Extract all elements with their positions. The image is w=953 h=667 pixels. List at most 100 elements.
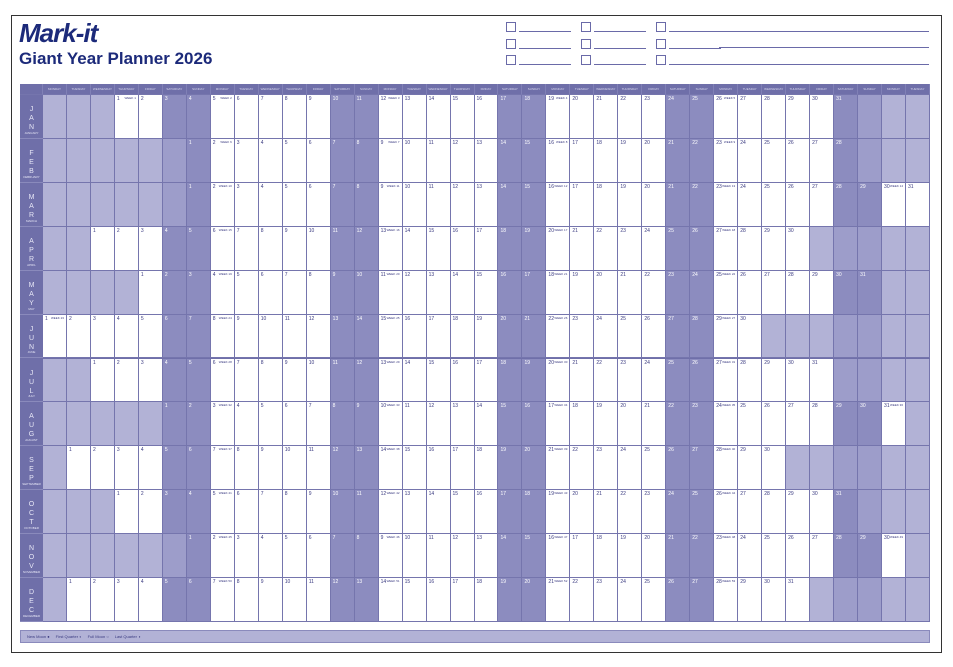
day-cell[interactable]: 25	[666, 226, 691, 271]
day-cell[interactable]: 16	[474, 95, 499, 139]
day-cell[interactable]: 18	[498, 226, 523, 271]
day-cell[interactable]: 22	[570, 446, 595, 491]
day-cell[interactable]: 10	[258, 314, 283, 359]
day-cell[interactable]: 21	[522, 314, 547, 359]
day-cell[interactable]: 1	[186, 182, 211, 227]
day-cell[interactable]: 3	[162, 95, 187, 139]
day-cell[interactable]: 6 WEEK 28	[210, 358, 235, 403]
day-cell[interactable]: 1	[90, 358, 115, 403]
day-cell[interactable]: 19	[522, 358, 547, 403]
day-cell[interactable]: 27	[762, 270, 787, 315]
day-cell[interactable]: 29	[762, 358, 787, 403]
day-cell[interactable]: 12	[306, 314, 331, 359]
day-cell[interactable]: 15	[522, 534, 547, 579]
day-cell[interactable]: 30	[786, 226, 811, 271]
checkbox[interactable]	[506, 39, 516, 49]
day-cell[interactable]: 25	[762, 138, 787, 183]
day-cell[interactable]: 7	[330, 138, 355, 183]
day-cell[interactable]: 27	[666, 314, 691, 359]
day-cell[interactable]: 2 WEEK 45	[210, 534, 235, 579]
day-cell[interactable]: 12	[354, 358, 379, 403]
day-cell[interactable]: 9	[306, 490, 331, 535]
day-cell[interactable]: 26	[738, 270, 763, 315]
day-cell[interactable]: 28	[762, 95, 787, 139]
day-cell[interactable]: 9 WEEK 11	[378, 182, 403, 227]
day-cell[interactable]: 14	[426, 95, 451, 139]
day-cell[interactable]: 23	[642, 95, 667, 139]
day-cell[interactable]: 1	[90, 226, 115, 271]
day-cell[interactable]: 7	[306, 402, 331, 447]
day-cell[interactable]: 10	[330, 490, 355, 535]
day-cell[interactable]: 2	[138, 95, 163, 139]
day-cell[interactable]: 1	[114, 490, 139, 535]
day-cell[interactable]: 23 WEEK 48	[714, 534, 739, 579]
day-cell[interactable]: 20	[594, 270, 619, 315]
day-cell[interactable]: 22 WEEK 26	[546, 314, 571, 359]
day-cell[interactable]: 8	[234, 578, 259, 622]
day-cell[interactable]: 2	[138, 490, 163, 535]
day-cell[interactable]: 24	[690, 270, 715, 315]
day-cell[interactable]: 10	[282, 578, 307, 622]
day-cell[interactable]: 9 WEEK 46	[378, 534, 403, 579]
day-cell[interactable]: 8	[354, 182, 379, 227]
day-cell[interactable]: 11	[354, 95, 379, 139]
day-cell[interactable]: 27	[810, 534, 835, 579]
day-cell[interactable]: 7	[234, 226, 259, 271]
day-cell[interactable]: 26 WEEK 44	[714, 490, 739, 535]
day-cell[interactable]: 18 WEEK 21	[546, 270, 571, 315]
day-cell[interactable]: 26	[786, 138, 811, 183]
checkbox[interactable]	[656, 22, 666, 32]
day-cell[interactable]: 23	[642, 490, 667, 535]
day-cell[interactable]: 24	[594, 314, 619, 359]
day-cell[interactable]: 28	[762, 490, 787, 535]
day-cell[interactable]: 4	[258, 138, 283, 183]
day-cell[interactable]: 12	[450, 534, 475, 579]
day-cell[interactable]: 1	[138, 270, 163, 315]
note-checkbox-row[interactable]	[506, 55, 721, 65]
day-cell[interactable]: 31	[834, 95, 859, 139]
day-cell[interactable]: 30 WEEK 14	[882, 182, 907, 227]
day-cell[interactable]: 25	[690, 490, 715, 535]
day-cell[interactable]: 14	[498, 534, 523, 579]
day-cell[interactable]: 13	[402, 95, 427, 139]
day-cell[interactable]: 6	[258, 270, 283, 315]
day-cell[interactable]: 2	[114, 358, 139, 403]
day-cell[interactable]: 18	[498, 358, 523, 403]
note-checkbox-row[interactable]	[506, 22, 721, 32]
day-cell[interactable]: 19	[618, 138, 643, 183]
day-cell[interactable]: 24	[738, 138, 763, 183]
day-cell[interactable]: 12	[450, 182, 475, 227]
day-cell[interactable]: 30 WEEK 49	[882, 534, 907, 579]
day-cell[interactable]: 19	[522, 226, 547, 271]
note-checkbox-row[interactable]	[506, 39, 721, 49]
day-cell[interactable]: 13	[474, 534, 499, 579]
day-cell[interactable]: 9	[354, 402, 379, 447]
day-cell[interactable]: 9	[258, 578, 283, 622]
day-cell[interactable]: 20	[642, 182, 667, 227]
day-cell[interactable]: 11	[426, 138, 451, 183]
day-cell[interactable]: 26	[786, 182, 811, 227]
day-cell[interactable]: 19	[618, 534, 643, 579]
day-cell[interactable]: 17	[498, 95, 523, 139]
day-cell[interactable]: 30	[810, 95, 835, 139]
day-cell[interactable]: 7 WEEK 37	[210, 446, 235, 491]
day-cell[interactable]: 22	[594, 226, 619, 271]
day-cell[interactable]: 24	[618, 446, 643, 491]
day-cell[interactable]: 21	[594, 95, 619, 139]
day-cell[interactable]: 26	[642, 314, 667, 359]
day-cell[interactable]: 10	[330, 95, 355, 139]
day-cell[interactable]: 16	[450, 226, 475, 271]
day-cell[interactable]: 3	[90, 314, 115, 359]
day-cell[interactable]: 2	[114, 226, 139, 271]
day-cell[interactable]: 4	[162, 358, 187, 403]
day-cell[interactable]: 4	[258, 182, 283, 227]
day-cell[interactable]: 14	[450, 270, 475, 315]
day-cell[interactable]: 21 WEEK 39	[546, 446, 571, 491]
day-cell[interactable]: 22	[666, 402, 691, 447]
day-cell[interactable]: 9	[282, 358, 307, 403]
day-cell[interactable]: 22	[618, 490, 643, 535]
day-cell[interactable]: 18	[450, 314, 475, 359]
day-cell[interactable]: 1 WEEK 23	[43, 314, 67, 359]
day-cell[interactable]: 8	[258, 226, 283, 271]
day-cell[interactable]: 4 WEEK 19	[210, 270, 235, 315]
